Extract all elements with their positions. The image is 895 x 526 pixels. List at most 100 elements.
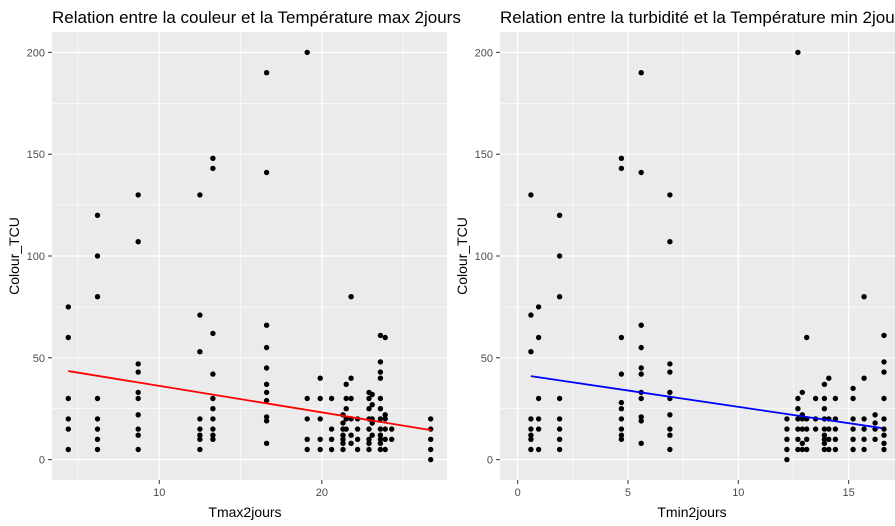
data-point [804, 446, 810, 453]
data-point [795, 49, 801, 56]
data-point [210, 432, 216, 438]
data-point [821, 406, 828, 412]
data-point [348, 432, 354, 438]
data-point [304, 395, 310, 402]
data-point [556, 426, 563, 432]
x-tick-label: 20 [316, 487, 328, 499]
data-point [528, 426, 534, 432]
data-point [389, 426, 395, 432]
data-point [317, 446, 323, 453]
data-point [528, 416, 534, 422]
trend-line [530, 375, 882, 429]
data-point [821, 432, 828, 438]
data-point [94, 416, 101, 422]
data-point [377, 406, 384, 412]
data-point [197, 312, 203, 318]
data-point [377, 416, 384, 422]
data-point [135, 395, 141, 402]
data-point [65, 416, 72, 422]
y-tick-label: 50 [481, 353, 493, 365]
data-point [667, 389, 673, 396]
data-point [210, 406, 216, 412]
data-point [556, 212, 563, 218]
data-point [638, 414, 644, 420]
data-point [197, 436, 203, 442]
data-point [94, 426, 101, 432]
data-point [328, 426, 335, 432]
x-tick-label: 5 [625, 487, 631, 499]
left-chart-panel: Relation entre la couleur et la Températ… [6, 8, 461, 520]
data-point [377, 395, 384, 402]
data-point [348, 440, 354, 446]
data-point [197, 349, 203, 355]
data-point [210, 416, 216, 422]
data-point [832, 395, 839, 402]
data-point [340, 446, 346, 453]
data-point [618, 371, 625, 377]
data-point [784, 456, 790, 463]
data-point [784, 436, 790, 442]
data-points [65, 49, 434, 463]
data-point [618, 334, 625, 341]
trend-line-group [68, 370, 431, 431]
data-point [872, 436, 878, 442]
data-point [618, 436, 625, 442]
data-point [832, 436, 839, 442]
data-point [535, 395, 542, 402]
data-point [821, 395, 828, 402]
data-point [795, 406, 801, 412]
data-point [528, 349, 534, 355]
data-point [94, 446, 101, 453]
data-point [861, 436, 867, 442]
data-point [881, 426, 887, 432]
data-point [197, 446, 203, 453]
data-point [638, 440, 644, 446]
data-point [861, 446, 867, 453]
right-chart-panel: Relation entre la turbidité et la Tempér… [454, 8, 895, 520]
data-point [535, 426, 542, 432]
data-point [821, 446, 828, 453]
data-point [263, 322, 270, 328]
x-axis-ticks: 10 20 [153, 480, 328, 499]
y-tick-label: 100 [475, 251, 493, 263]
data-point [667, 446, 673, 453]
x-axis-ticks: 0 5 10 15 [515, 480, 855, 499]
data-point [354, 436, 361, 442]
y-tick-label: 150 [27, 149, 45, 161]
data-point [210, 371, 216, 377]
data-point [210, 330, 216, 337]
data-point [366, 440, 372, 446]
data-point [263, 389, 270, 396]
data-point [638, 70, 644, 76]
data-point [317, 395, 323, 402]
data-point [65, 334, 72, 341]
data-point [528, 432, 534, 438]
data-point [263, 169, 270, 176]
data-point [377, 440, 384, 446]
data-point [850, 416, 856, 422]
data-point [263, 397, 270, 404]
data-point [94, 294, 101, 300]
y-tick-label: 100 [27, 251, 45, 263]
data-point [348, 294, 354, 300]
data-point [197, 416, 203, 422]
data-point [638, 169, 644, 176]
data-point [881, 446, 887, 453]
data-point [263, 418, 270, 424]
data-point [263, 381, 270, 387]
data-point [795, 395, 801, 402]
data-point [638, 365, 644, 371]
data-point [881, 332, 887, 339]
data-point [263, 440, 270, 446]
data-point [382, 416, 388, 422]
data-point [618, 155, 625, 161]
data-point [638, 322, 644, 328]
data-point [804, 426, 810, 432]
data-point [528, 436, 534, 442]
trend-line [68, 370, 431, 431]
data-point [366, 436, 372, 442]
data-point [65, 426, 72, 432]
gridlines [52, 32, 447, 480]
x-tick-label: 0 [515, 487, 521, 499]
